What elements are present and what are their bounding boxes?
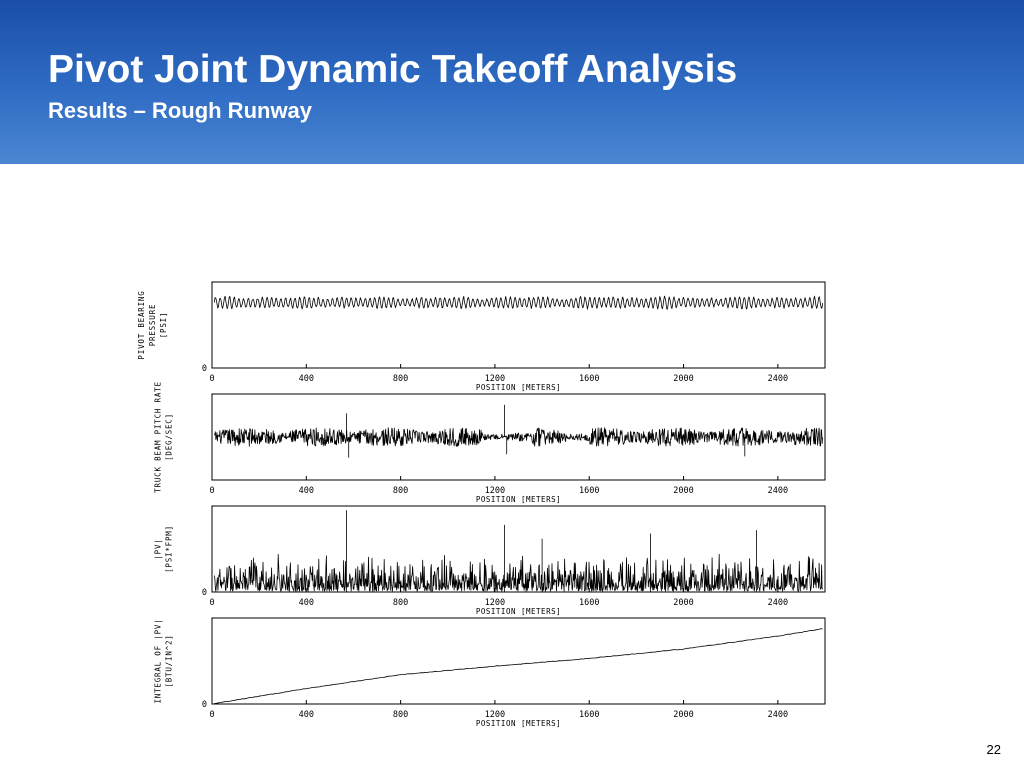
x-tick-label: 1200 (485, 710, 505, 720)
y-axis-label: TRUCK BEAM PITCH RATE (154, 381, 163, 493)
chart-panel-1: 0 400 800 1200 1600 2000 2400 POSITION [METERS]… (137, 281, 826, 392)
y-tick-label: 0 (202, 700, 207, 710)
series-line (214, 510, 826, 592)
y-axis-label: PIVOT BEARING (137, 290, 146, 359)
chart-panel-2: 0 400 800 1200 1600 2000 2400 POSITION [METERS]… (154, 381, 826, 504)
x-axis-label: POSITION [METERS] (476, 495, 561, 504)
x-tick-label: 1200 (485, 374, 505, 384)
x-tick-label: 2000 (673, 374, 693, 384)
y-axis-label: PRESSURE (148, 304, 157, 347)
slide-subtitle: Results – Rough Runway (48, 98, 313, 123)
x-tick-label: 0 (209, 710, 214, 720)
x-tick-label: 400 (299, 598, 314, 608)
series-line (214, 295, 823, 310)
x-tick-label: 0 (209, 374, 214, 384)
x-tick-label: 0 (209, 486, 214, 496)
x-tick-label: 2400 (768, 710, 788, 720)
x-tick-label: 400 (299, 374, 314, 384)
slide-title: Pivot Joint Dynamic Takeoff Analysis (48, 48, 738, 91)
y-axis-label: |PV| (154, 538, 163, 559)
x-tick-label: 800 (393, 598, 408, 608)
x-tick-label: 1600 (579, 374, 599, 384)
series-line (214, 628, 823, 704)
x-tick-label: 400 (299, 486, 314, 496)
x-tick-label: 1600 (579, 710, 599, 720)
title-banner: Pivot Joint Dynamic Takeoff Analysis Res… (0, 0, 1024, 164)
y-axis-label: [BTU/IN^2] (165, 634, 174, 687)
x-tick-label: 800 (393, 710, 408, 720)
x-tick-label: 2400 (768, 486, 788, 496)
x-tick-label: 2400 (768, 374, 788, 384)
plot-frame (211, 617, 826, 705)
y-axis-label: [DEG/SEC] (165, 413, 174, 461)
x-tick-label: 2000 (673, 486, 693, 496)
y-tick-label: 0 (202, 588, 207, 598)
x-tick-label: 1600 (579, 598, 599, 608)
chart-panel-4: 0 400 800 1200 1600 2000 2400 POSITION [METERS]… (154, 617, 826, 728)
x-tick-label: 2400 (768, 598, 788, 608)
y-axis-label: [PSI] (159, 312, 168, 339)
x-tick-label: 800 (393, 374, 408, 384)
x-axis-label: POSITION [METERS] (476, 607, 561, 616)
x-tick-label: 1200 (485, 486, 505, 496)
x-tick-label: 400 (299, 710, 314, 720)
series-line (214, 404, 826, 459)
x-tick-label: 2000 (673, 598, 693, 608)
y-axis-label: INTEGRAL OF |PV| (154, 618, 163, 703)
plot-frame (211, 281, 826, 369)
page-number: 22 (986, 742, 1001, 757)
chart-panel-3: 0 400 800 1200 1600 2000 2400 POSITION [METERS]… (154, 505, 826, 616)
y-tick-label: 0 (202, 364, 207, 374)
x-tick-label: 1600 (579, 486, 599, 496)
x-tick-label: 2000 (673, 710, 693, 720)
y-axis-label: [PSI*FPM] (165, 525, 174, 573)
x-tick-label: 1200 (485, 598, 505, 608)
x-tick-label: 0 (209, 598, 214, 608)
x-axis-label: POSITION [METERS] (476, 719, 561, 728)
x-axis-label: POSITION [METERS] (476, 383, 561, 392)
x-tick-label: 800 (393, 486, 408, 496)
